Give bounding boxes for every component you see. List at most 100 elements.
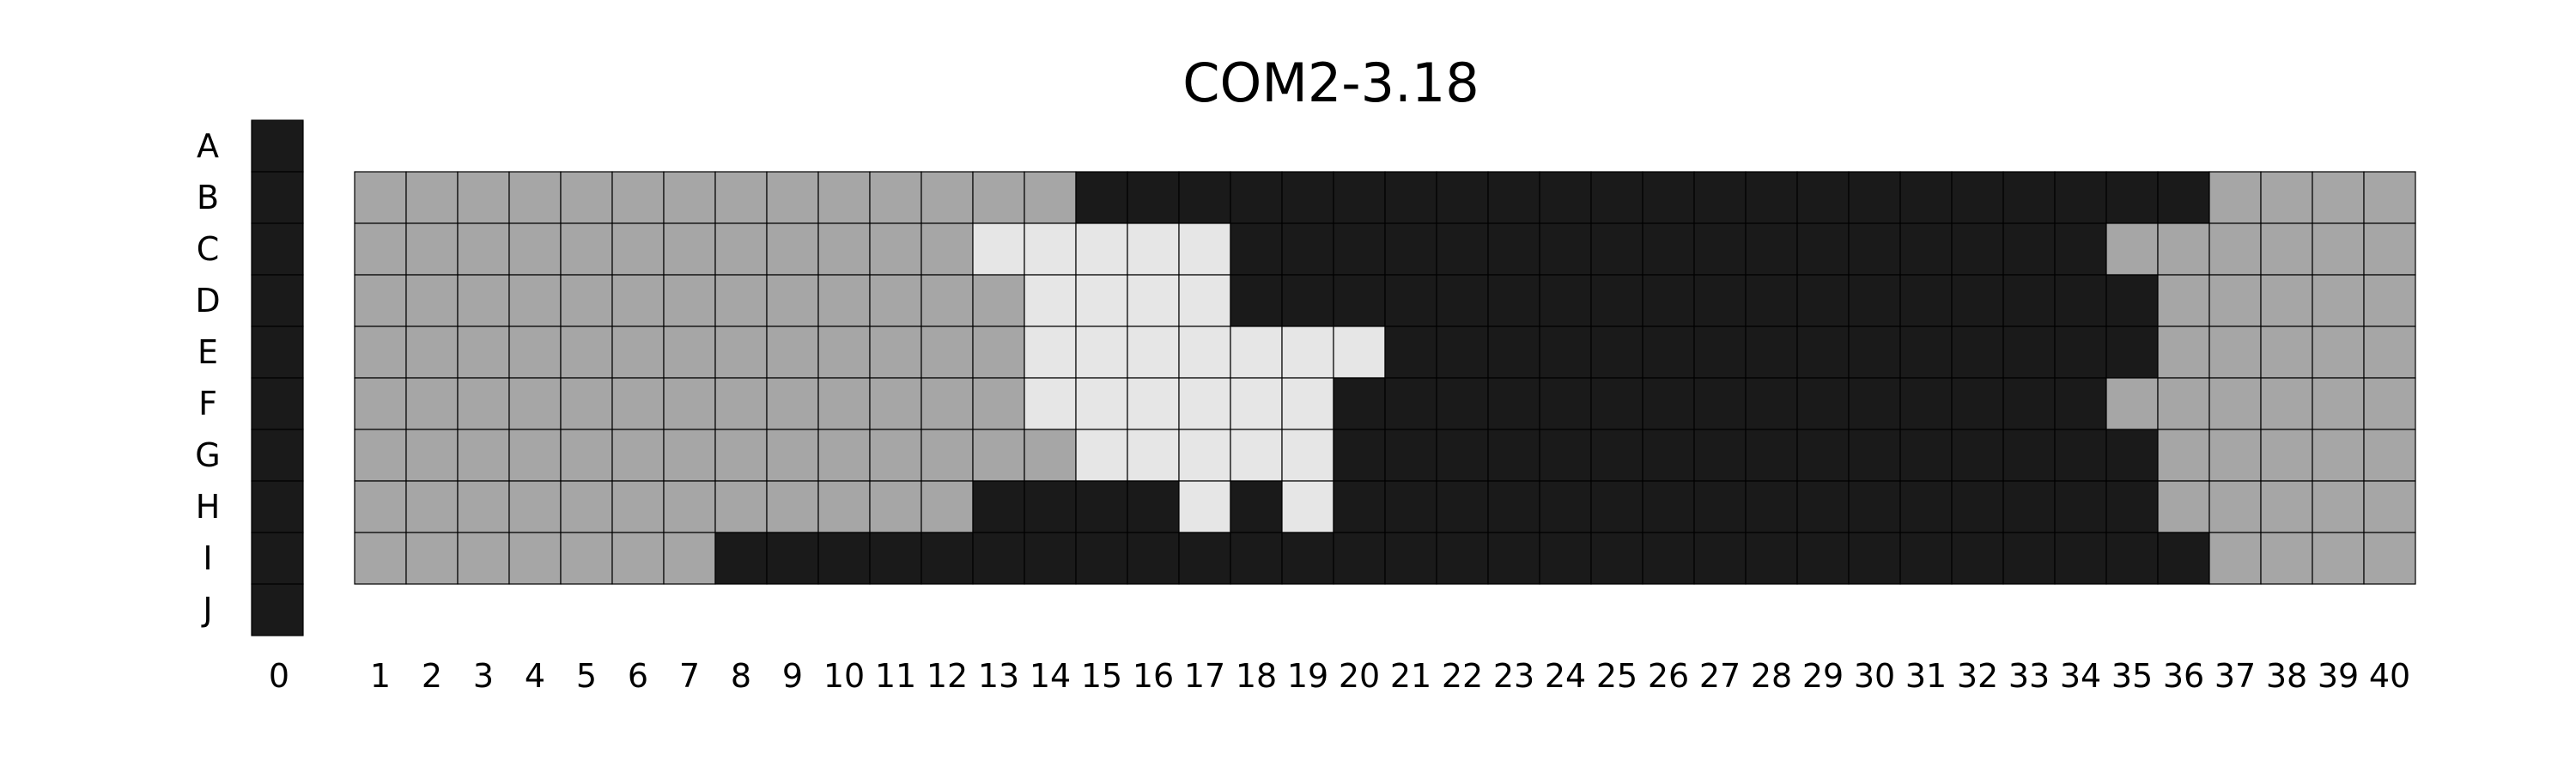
cell-i-20 (1333, 532, 1386, 585)
cell-i-38 (2260, 532, 2313, 585)
cell-d-29 (1796, 274, 1850, 327)
cell-h-26 (1642, 480, 1695, 533)
row-label-g: G (195, 436, 220, 474)
cell-b-2 (405, 171, 459, 224)
cell-d-22 (1436, 274, 1489, 327)
cell-d-8 (714, 274, 768, 327)
cell-g-37 (2208, 429, 2262, 482)
cell-g-24 (1539, 429, 1592, 482)
cell-c-1 (354, 222, 407, 276)
column-label-32: 32 (1957, 657, 1998, 695)
cell-d-18 (1230, 274, 1283, 327)
row-label-d: D (195, 282, 220, 320)
column-label-16: 16 (1133, 657, 1174, 695)
column-label-39: 39 (2318, 657, 2359, 695)
cell-d-30 (1848, 274, 1901, 327)
cell-e-10 (817, 326, 871, 379)
cell-h-33 (2002, 480, 2056, 533)
cell-h-9 (766, 480, 819, 533)
cell-g-7 (663, 429, 716, 482)
cell-f-12 (920, 377, 974, 430)
cell-f-34 (2054, 377, 2107, 430)
cell-i-37 (2208, 532, 2262, 585)
cell-e-23 (1487, 326, 1540, 379)
cell-e-19 (1281, 326, 1334, 379)
cell-c-4 (508, 222, 562, 276)
cell-f-11 (869, 377, 922, 430)
cell-b-29 (1796, 171, 1850, 224)
cell-g-4 (508, 429, 562, 482)
cell-d-32 (1951, 274, 2004, 327)
cell-i-7 (663, 532, 716, 585)
cell-i-1 (354, 532, 407, 585)
cell-g-9 (766, 429, 819, 482)
cell-e-32 (1951, 326, 2004, 379)
column-label-37: 37 (2215, 657, 2256, 695)
cell-e-34 (2054, 326, 2107, 379)
cell-e-25 (1590, 326, 1643, 379)
row-label-f: F (198, 385, 217, 423)
cell-e-2 (405, 326, 459, 379)
cell-b-19 (1281, 171, 1334, 224)
cell-d-1 (354, 274, 407, 327)
cell-b-23 (1487, 171, 1540, 224)
cell-c-35 (2105, 222, 2159, 276)
cell-g-11 (869, 429, 922, 482)
cell-c-8 (714, 222, 768, 276)
cell-i-33 (2002, 532, 2056, 585)
row-label-b: B (197, 179, 219, 216)
cell-e-26 (1642, 326, 1695, 379)
cell-g-29 (1796, 429, 1850, 482)
column-label-26: 26 (1648, 657, 1689, 695)
cell-i-26 (1642, 532, 1695, 585)
column-label-6: 6 (628, 657, 648, 695)
cell-f-39 (2312, 377, 2365, 430)
cell-g-13 (972, 429, 1025, 482)
cell-h-19 (1281, 480, 1334, 533)
cell-f-9 (766, 377, 819, 430)
cell-b-9 (766, 171, 819, 224)
cell-b-38 (2260, 171, 2313, 224)
cell-d-13 (972, 274, 1025, 327)
cell-g-0 (251, 429, 304, 482)
column-label-14: 14 (1030, 657, 1071, 695)
cell-d-23 (1487, 274, 1540, 327)
cell-b-33 (2002, 171, 2056, 224)
cell-g-8 (714, 429, 768, 482)
cell-i-31 (1899, 532, 1953, 585)
cell-i-5 (560, 532, 613, 585)
cell-e-33 (2002, 326, 2056, 379)
cell-h-20 (1333, 480, 1386, 533)
cell-h-11 (869, 480, 922, 533)
cell-c-16 (1127, 222, 1180, 276)
cell-b-4 (508, 171, 562, 224)
cell-i-25 (1590, 532, 1643, 585)
cell-c-21 (1384, 222, 1437, 276)
row-label-a: A (197, 127, 219, 165)
cell-e-18 (1230, 326, 1283, 379)
column-label-0: 0 (269, 657, 289, 695)
cell-c-39 (2312, 222, 2365, 276)
cell-g-12 (920, 429, 974, 482)
cell-i-36 (2157, 532, 2210, 585)
cell-c-12 (920, 222, 974, 276)
cell-i-35 (2105, 532, 2159, 585)
cell-e-36 (2157, 326, 2210, 379)
column-label-8: 8 (731, 657, 751, 695)
cell-c-14 (1024, 222, 1077, 276)
cell-b-40 (2363, 171, 2416, 224)
cell-d-40 (2363, 274, 2416, 327)
cell-d-25 (1590, 274, 1643, 327)
cell-i-27 (1693, 532, 1747, 585)
column-label-7: 7 (679, 657, 700, 695)
cell-j-0 (251, 583, 304, 636)
cell-d-6 (611, 274, 665, 327)
column-label-23: 23 (1493, 657, 1534, 695)
cell-f-16 (1127, 377, 1180, 430)
cell-e-29 (1796, 326, 1850, 379)
cell-c-6 (611, 222, 665, 276)
cell-h-8 (714, 480, 768, 533)
cell-d-19 (1281, 274, 1334, 327)
cell-i-4 (508, 532, 562, 585)
column-label-11: 11 (875, 657, 916, 695)
